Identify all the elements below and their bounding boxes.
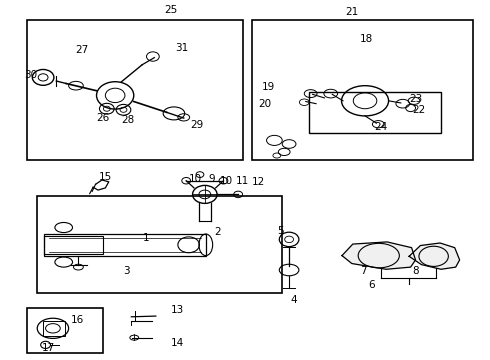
Bar <box>44 234 206 256</box>
Text: 28: 28 <box>121 114 134 125</box>
Bar <box>27 20 243 160</box>
Text: 2: 2 <box>215 227 221 237</box>
Text: 21: 21 <box>345 6 359 17</box>
Text: 31: 31 <box>175 42 189 53</box>
Text: 27: 27 <box>75 45 89 55</box>
Text: 1: 1 <box>143 233 149 243</box>
Text: 19: 19 <box>262 82 275 92</box>
Bar <box>44 236 103 254</box>
Text: 10: 10 <box>189 174 201 184</box>
Text: 13: 13 <box>171 305 184 315</box>
Text: 10: 10 <box>220 176 233 186</box>
Text: 23: 23 <box>409 94 422 104</box>
Polygon shape <box>342 242 416 269</box>
Text: 8: 8 <box>412 266 419 276</box>
Text: 5: 5 <box>277 226 284 236</box>
Bar <box>43 321 65 336</box>
Bar <box>309 92 441 133</box>
Text: 12: 12 <box>252 177 266 187</box>
Bar <box>37 196 282 293</box>
Text: 3: 3 <box>123 266 130 276</box>
Text: 25: 25 <box>164 5 177 15</box>
Text: 24: 24 <box>374 122 388 132</box>
Text: 26: 26 <box>96 113 110 123</box>
Text: 15: 15 <box>98 172 112 182</box>
Polygon shape <box>409 243 460 269</box>
Text: 29: 29 <box>190 120 204 130</box>
Text: 30: 30 <box>24 70 37 80</box>
Text: 22: 22 <box>412 105 426 115</box>
Text: 7: 7 <box>360 266 367 276</box>
Text: 18: 18 <box>360 34 373 44</box>
Bar <box>27 308 103 353</box>
Text: 14: 14 <box>171 338 184 348</box>
Bar <box>252 20 473 160</box>
Text: 11: 11 <box>236 176 249 186</box>
Text: 17: 17 <box>41 343 55 354</box>
Text: 4: 4 <box>291 294 297 305</box>
Text: 20: 20 <box>258 99 271 109</box>
Text: 6: 6 <box>368 280 375 290</box>
Text: 16: 16 <box>71 315 84 325</box>
Text: 9: 9 <box>208 174 215 184</box>
